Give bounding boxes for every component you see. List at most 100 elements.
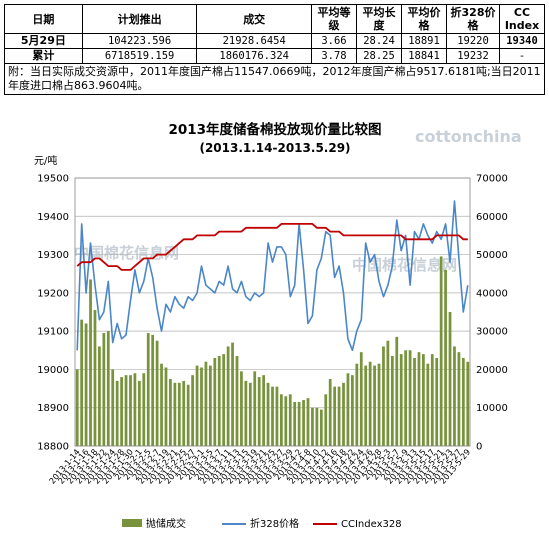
watermark-layer: cottonchina 中国棉花信息网 中国棉花信息网 (74, 127, 522, 274)
y-tick-label-right: 30000 (476, 327, 508, 338)
bar (395, 336, 399, 446)
bar (208, 365, 212, 446)
bar (293, 401, 297, 446)
bar (404, 350, 408, 446)
price-volume-chart: cottonchina 中国棉花信息网 中国棉花信息网 2013年度储备棉投放现… (34, 121, 522, 530)
bar (173, 382, 177, 446)
bar (169, 379, 172, 446)
bar (390, 356, 394, 446)
y-axis-label: 元/吨 (34, 154, 57, 167)
watermark-latin: cottonchina (415, 127, 522, 146)
bar (231, 342, 234, 446)
bar (164, 367, 168, 446)
bar (417, 352, 421, 446)
bar (355, 363, 359, 446)
bar (351, 375, 354, 446)
bar (430, 354, 434, 446)
bar (124, 375, 128, 446)
bar (333, 386, 337, 446)
bar (297, 401, 301, 446)
bar (186, 384, 190, 446)
y-tick-label-right: 70000 (476, 174, 508, 185)
y-tick-label-left: 19400 (37, 212, 69, 223)
chart-title: 2013年度储备棉投放现价量比较图 (168, 121, 381, 138)
bar (284, 396, 288, 446)
header-deal: 成交 (196, 4, 312, 34)
bar (280, 394, 283, 446)
bar (151, 334, 155, 446)
y-tick-label-right: 0 (476, 442, 482, 453)
cell-ccindex: - (499, 48, 545, 64)
bar (386, 340, 390, 446)
bar (120, 377, 123, 446)
bar (93, 310, 97, 446)
watermark-cn: 中国棉花信息网 (352, 256, 457, 274)
legend-label: CCIndex328 (341, 519, 402, 530)
bar (137, 380, 141, 446)
bar (155, 340, 159, 446)
bar (235, 356, 239, 446)
table-row: 5月29日 104223.596 21928.6454 3.66 28.24 1… (4, 33, 545, 49)
bar (200, 367, 203, 446)
bar (106, 331, 110, 446)
legend-label: 抛储成交 (146, 517, 186, 530)
bar (240, 371, 243, 446)
bar (262, 375, 265, 446)
header-price: 平均价格 (401, 4, 447, 34)
cell-price: 18891 (401, 33, 447, 49)
bar (315, 407, 319, 446)
cell-price328: 19220 (446, 33, 500, 49)
bar (311, 407, 314, 446)
line-series (76, 200, 469, 352)
row-label: 累计 (4, 48, 83, 64)
series-line-ccindex (76, 223, 468, 271)
bar (248, 382, 252, 446)
bar (191, 375, 194, 446)
bar (319, 409, 323, 446)
plot-frame (74, 177, 471, 447)
bar (226, 346, 230, 446)
bar (275, 386, 279, 446)
bar (222, 354, 226, 446)
bar (466, 361, 470, 446)
y-tick-label-left: 19200 (37, 288, 69, 299)
bar (435, 357, 439, 446)
bar (160, 363, 163, 446)
bar (444, 269, 447, 446)
cell-deal: 1860176.324 (196, 48, 312, 64)
cell-grade: 3.78 (311, 48, 357, 64)
bar (266, 382, 270, 446)
bar (399, 354, 403, 446)
bar (195, 365, 199, 446)
bar (364, 365, 368, 446)
bar (373, 365, 376, 446)
bar (302, 400, 305, 446)
legend-label: 折328价格 (250, 517, 299, 530)
table-row: 累计 6718519.159 1860176.324 3.78 28.25 18… (4, 48, 545, 64)
bar (217, 356, 221, 446)
bar (244, 380, 248, 446)
bar (257, 377, 261, 446)
bar-series (75, 256, 470, 446)
legend-swatch-bar (122, 519, 142, 527)
bar (75, 369, 79, 446)
header-planned: 计划推出 (81, 4, 198, 34)
series-line-price328 (76, 200, 469, 352)
bar (213, 357, 217, 446)
y-tick-label-right: 50000 (476, 250, 508, 261)
bar (84, 323, 88, 446)
bar (288, 394, 292, 446)
header-length: 平均长度 (356, 4, 402, 34)
y-tick-label-right: 10000 (476, 403, 508, 414)
bar (324, 394, 328, 446)
bar (359, 352, 363, 446)
bar (328, 379, 332, 446)
y-tick-label-left: 19300 (37, 250, 69, 261)
bar (98, 346, 101, 446)
axes: 18800 18900 19000 19100 19200 19300 19400 19500… (37, 174, 508, 486)
table-note-row: 附：当日实际成交资源中，2011年度国产棉占11547.0669吨，2012年度… (4, 63, 545, 95)
bar (453, 346, 456, 446)
bar (111, 369, 115, 446)
header-price328: 折328价格 (446, 4, 500, 34)
bar (382, 346, 385, 446)
